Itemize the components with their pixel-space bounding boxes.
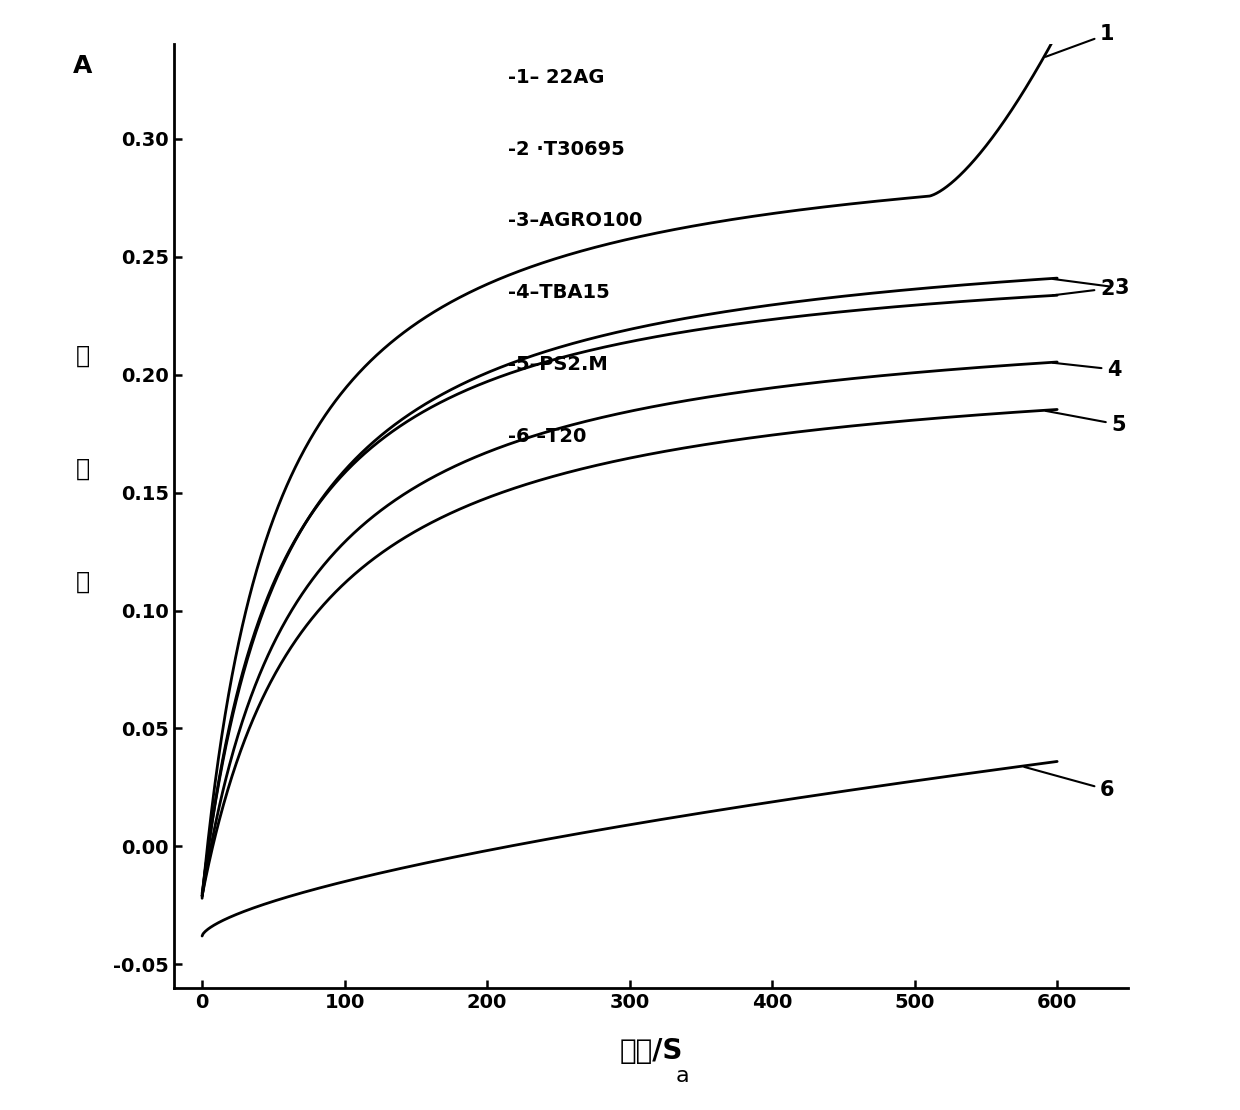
Text: 2: 2 bbox=[1053, 279, 1115, 299]
Text: 1: 1 bbox=[1045, 24, 1115, 57]
Text: 6: 6 bbox=[1024, 767, 1115, 799]
Text: -4–TBA15: -4–TBA15 bbox=[508, 283, 610, 302]
Text: 3: 3 bbox=[1053, 278, 1128, 297]
Text: -2 ·T30695: -2 ·T30695 bbox=[508, 140, 625, 159]
Text: a: a bbox=[676, 1066, 688, 1086]
Text: 光: 光 bbox=[76, 457, 91, 481]
X-axis label: 时间/S: 时间/S bbox=[619, 1037, 683, 1064]
Text: 4: 4 bbox=[1053, 360, 1121, 380]
Text: -3–AGRO100: -3–AGRO100 bbox=[508, 211, 642, 231]
Text: A: A bbox=[73, 54, 93, 78]
Text: 度: 度 bbox=[76, 571, 91, 594]
Text: 吸: 吸 bbox=[76, 344, 91, 367]
Text: -1– 22AG: -1– 22AG bbox=[508, 68, 604, 87]
Text: -5–PS2.M: -5–PS2.M bbox=[508, 355, 608, 374]
Text: 5: 5 bbox=[1045, 411, 1126, 434]
Text: -6 –T20: -6 –T20 bbox=[508, 426, 587, 445]
